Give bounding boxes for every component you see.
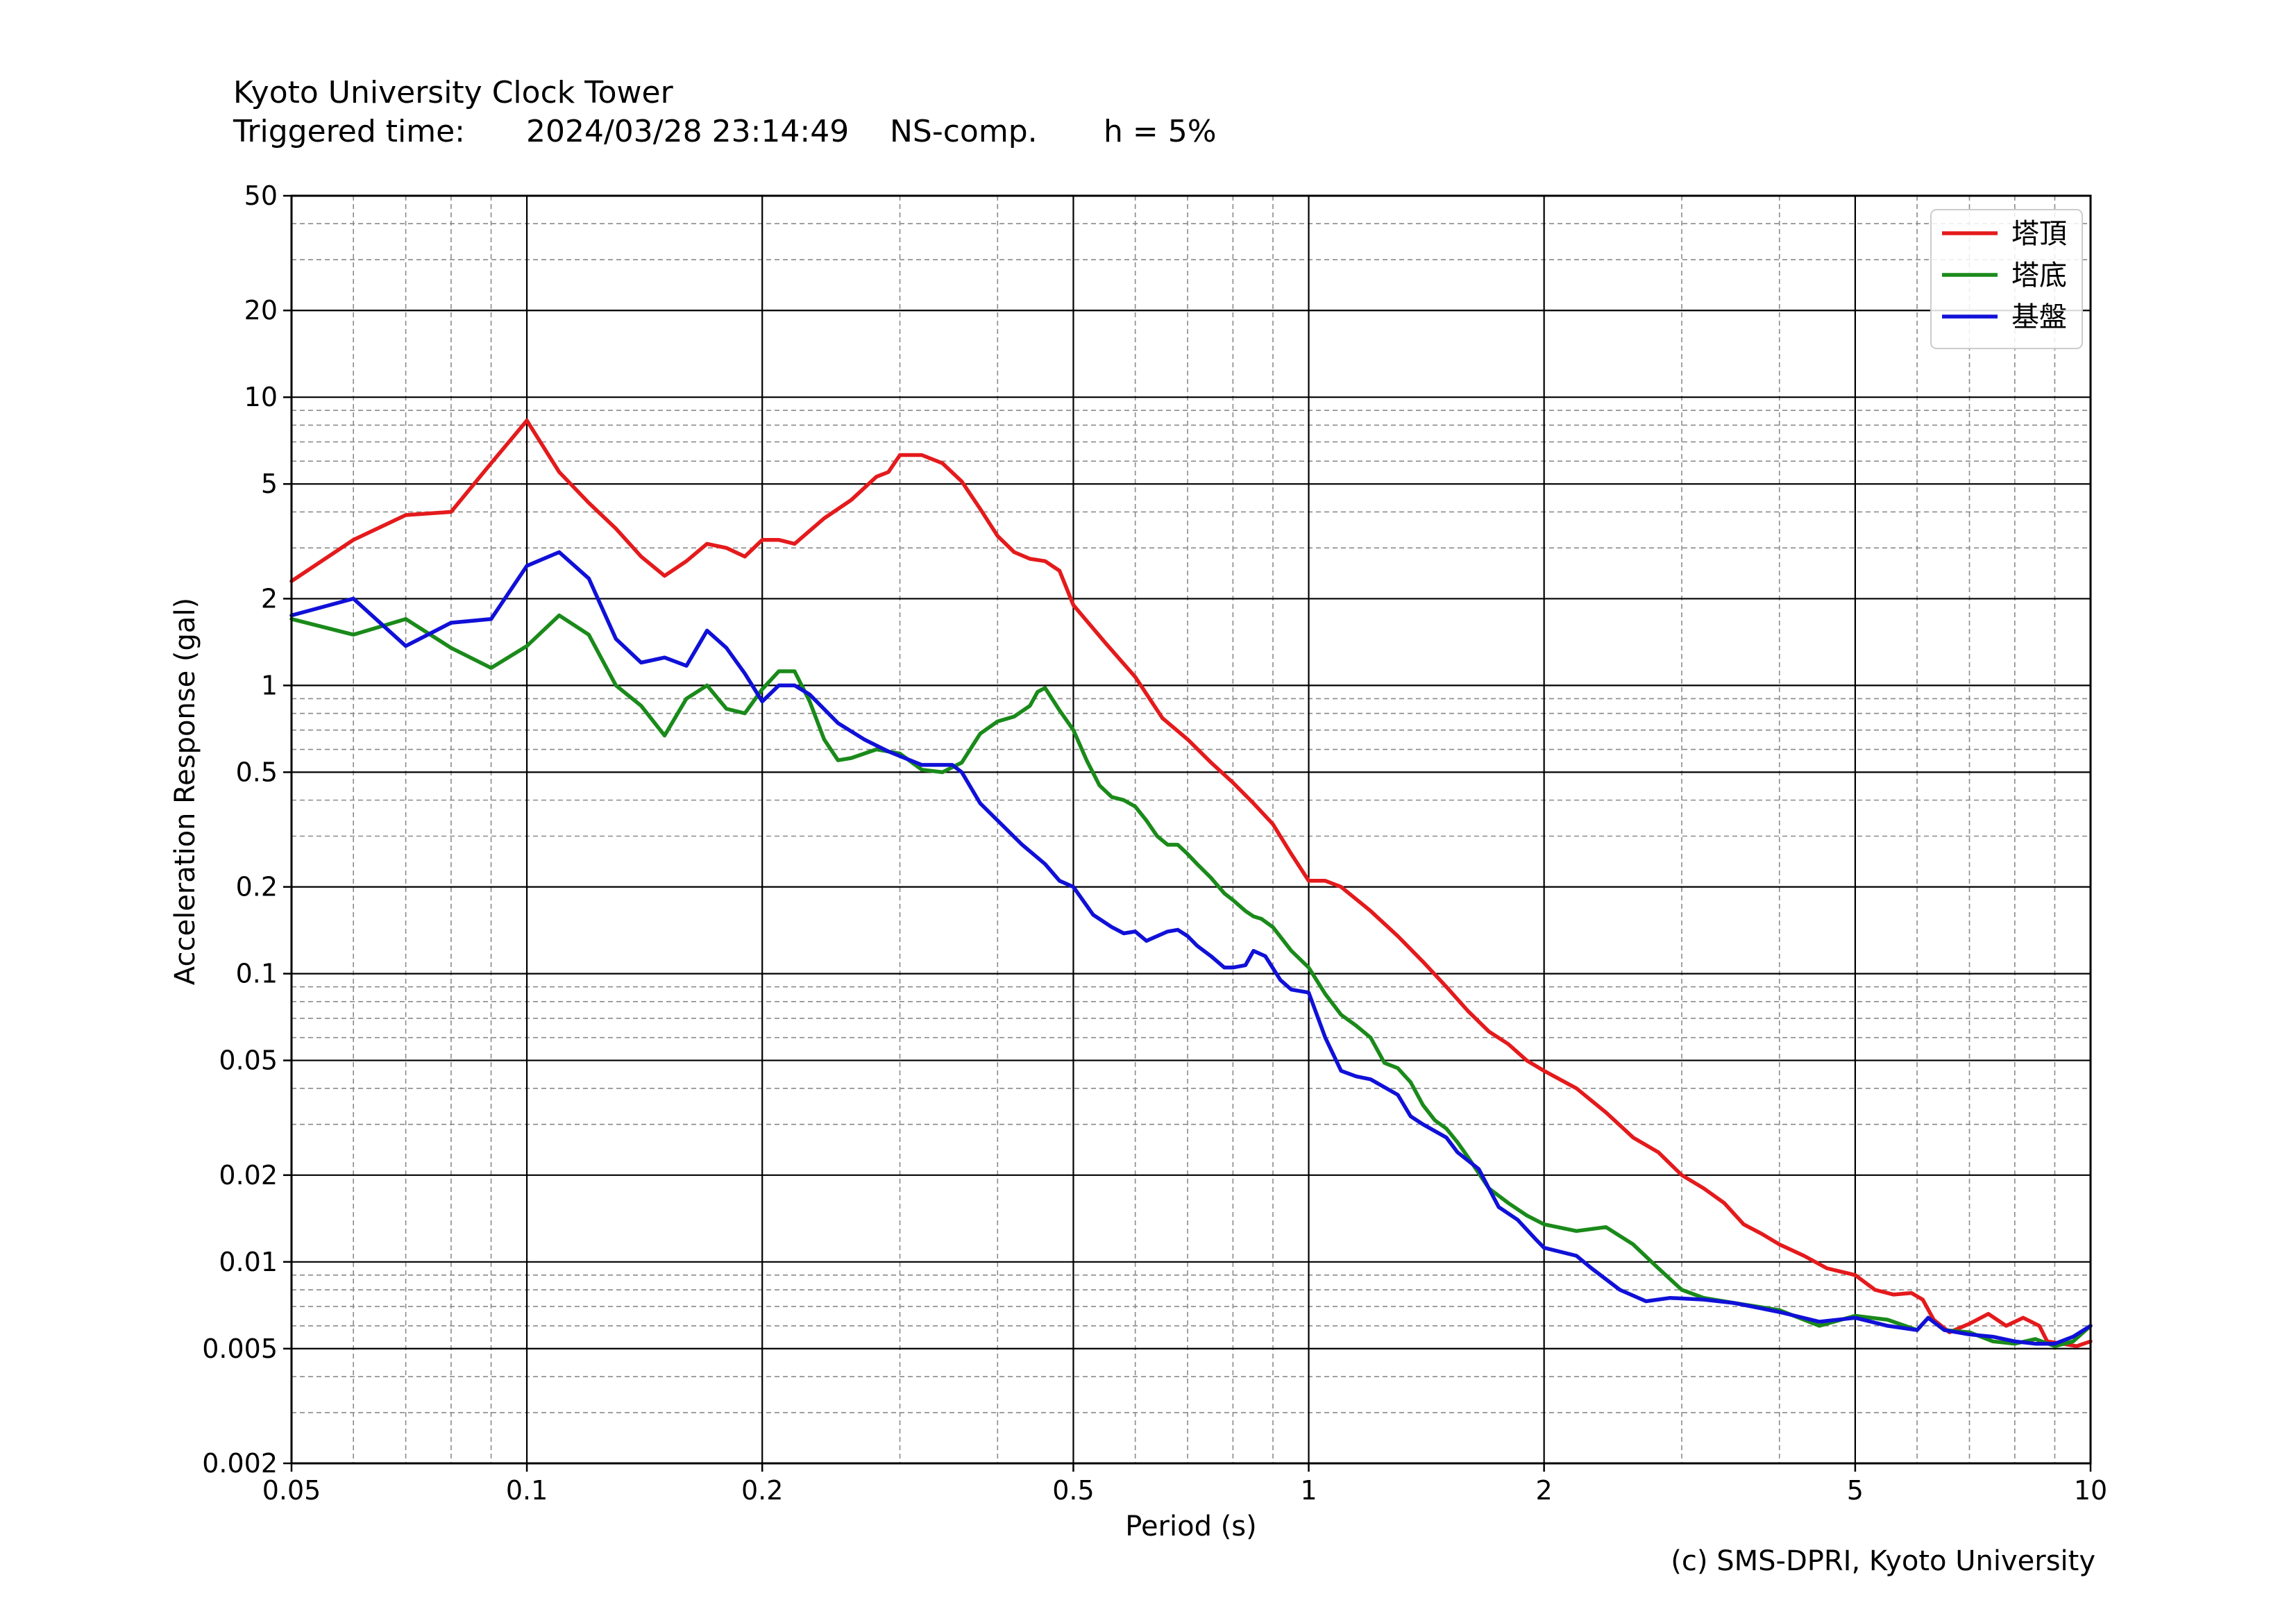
- plot-frame: [290, 194, 2092, 1465]
- x-axis-label: Period (s): [1125, 1511, 1257, 1542]
- y-tick-label: 0.005: [202, 1334, 278, 1364]
- x-tick-label: 0.2: [741, 1475, 783, 1506]
- series-line-3: [289, 550, 2093, 1346]
- y-tick-label: 1: [261, 670, 278, 700]
- y-tick-label: 0.05: [219, 1045, 278, 1076]
- major-gridlines: [290, 194, 2092, 1465]
- y-tick-label: 0.002: [202, 1448, 278, 1479]
- triggered-time: 2024/03/28 23:14:49: [526, 114, 850, 149]
- x-tick-label: 2: [1536, 1475, 1553, 1506]
- legend-box: [1930, 209, 2083, 349]
- x-tick-label: 10: [2074, 1475, 2107, 1506]
- legend-label-2: 塔底: [2011, 260, 2067, 292]
- y-tick-label: 0.1: [236, 959, 278, 989]
- x-tick-label: 0.05: [262, 1475, 321, 1506]
- chart-title: Kyoto University Clock Tower: [233, 75, 673, 110]
- y-tick-label: 0.02: [219, 1160, 278, 1191]
- legend-label-1: 塔頂: [2011, 218, 2067, 250]
- series-layer: [289, 419, 2093, 1348]
- x-tick-label: 0.5: [1052, 1475, 1094, 1506]
- x-tick-label: 1: [1300, 1475, 1317, 1506]
- y-tick-label: 20: [244, 295, 278, 326]
- x-tick-label: 0.1: [506, 1475, 548, 1506]
- series-line-1: [289, 419, 2093, 1348]
- y-tick-label: 0.5: [236, 757, 278, 787]
- minor-gridlines: [291, 195, 2091, 1464]
- y-tick-label: 10: [244, 382, 278, 412]
- y-tick-label: 0.2: [236, 872, 278, 902]
- series-line-2: [289, 613, 2093, 1348]
- y-tick-label: 0.01: [219, 1247, 278, 1277]
- y-tick-label: 5: [261, 469, 278, 499]
- triggered-label: Triggered time:: [233, 114, 465, 149]
- y-axis-label: Acceleration Response (gal): [169, 598, 201, 985]
- y-tick-label: 2: [261, 583, 278, 614]
- component-label: NS-comp.: [890, 114, 1038, 149]
- legend-label-3: 基盤: [2011, 301, 2067, 333]
- y-tick-label: 50: [244, 180, 278, 211]
- tick-layer: 0.05 0.1 0.2 0.5 1 2 5 10 0.002 0.005 0.01 0.02 0.05…: [202, 180, 2107, 1506]
- x-tick-label: 5: [1847, 1475, 1864, 1506]
- damping-label: h = 5%: [1104, 114, 1217, 149]
- credit-text: (c) SMS-DPRI, Kyoto University: [1671, 1545, 2095, 1577]
